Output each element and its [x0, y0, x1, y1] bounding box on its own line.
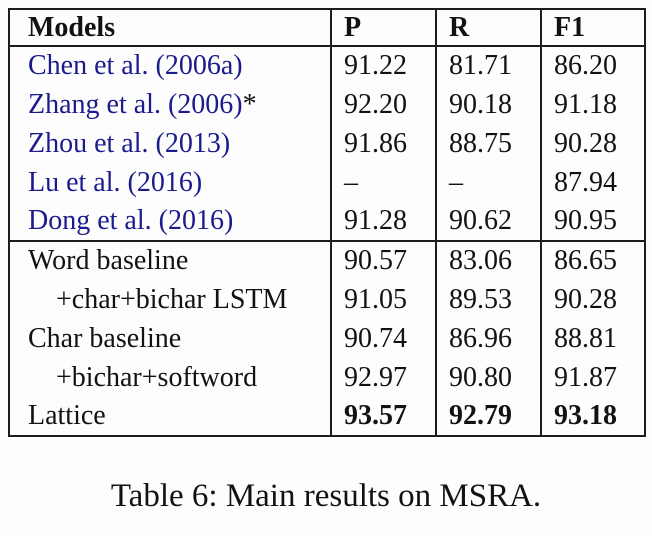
f1-value-cell: 88.81: [540, 319, 645, 358]
f1-value-cell: 87.94: [540, 163, 645, 202]
model-cell: +bichar+softword: [9, 358, 331, 397]
table-row: +char+bichar LSTM 91.05 89.53 90.28: [9, 280, 645, 319]
table-row: Lu et al. (2016) – –87.94: [9, 163, 645, 202]
r-value-cell: 90.18: [435, 85, 541, 124]
f1-value-cell: 86.65: [540, 240, 645, 280]
model-cell: +char+bichar LSTM: [9, 280, 331, 319]
p-value-cell: 91.05: [330, 280, 436, 319]
column-header-p: P: [330, 9, 436, 47]
citation-link[interactable]: Dong et al. (2016): [28, 205, 234, 236]
r-value-cell: 86.96: [435, 319, 541, 358]
p-value-cell: 93.57: [330, 397, 436, 436]
p-value-cell: 92.20: [330, 85, 436, 124]
p-value-cell: 92.97: [330, 358, 436, 397]
column-header-f1: F1: [540, 9, 645, 47]
p-value-cell: 91.28: [330, 202, 436, 241]
model-cell: Chen et al. (2006a): [9, 46, 331, 85]
citation-link[interactable]: Chen et al. (2006a): [28, 50, 243, 81]
model-label: +bichar+softword: [56, 361, 258, 393]
table-row: Chen et al. (2006a) 91.22 81.71 86.20: [9, 46, 645, 85]
f1-value-cell: 93.18: [540, 397, 645, 436]
model-label: Char baseline: [28, 322, 182, 354]
r-value-cell: –: [435, 163, 541, 202]
citation-link[interactable]: Zhang et al. (2006): [28, 88, 243, 120]
table-row: Word baseline 90.57 83.06 86.65: [9, 240, 645, 280]
f1-value-cell: 86.20: [540, 46, 645, 85]
table-caption: Table 6: Main results on MSRA.: [110, 478, 542, 514]
model-cell: Zhang et al. (2006)*: [9, 85, 331, 124]
table-row: Zhou et al. (2013) 91.86 88.75 90.28: [9, 124, 645, 163]
citation-link[interactable]: Zhou et al. (2013): [28, 127, 231, 159]
f1-value-cell: 91.87: [540, 358, 645, 397]
r-value-cell: 89.53: [435, 280, 541, 319]
p-value-cell: 91.86: [330, 124, 436, 163]
p-value-cell: 91.22: [330, 46, 436, 85]
p-value-cell: 90.74: [330, 319, 436, 358]
model-cell: Zhou et al. (2013): [9, 124, 331, 163]
model-label: Lattice: [28, 400, 106, 431]
model-cell: Char baseline: [9, 319, 331, 358]
model-cell: Lu et al. (2016): [9, 163, 331, 202]
model-label: Word baseline: [28, 245, 189, 276]
f1-value-cell: 91.18: [540, 85, 645, 124]
table-row: +bichar+softword 92.97 90.80 91.87: [9, 358, 645, 397]
r-value-cell: 90.80: [435, 358, 541, 397]
table-row: Dong et al. (2016) 91.28 90.62 90.95: [9, 202, 645, 241]
f1-value-cell: 90.28: [540, 124, 645, 163]
model-cell: Word baseline: [9, 240, 331, 280]
r-value-cell: 81.71: [435, 46, 541, 85]
table-row: Lattice 93.57 92.79 93.18: [9, 397, 645, 436]
table-row: Char baseline 90.74 86.96 88.81: [9, 319, 645, 358]
r-value-cell: 90.62: [435, 202, 541, 241]
r-value-cell: 92.79: [435, 397, 541, 436]
p-value-cell: –: [330, 163, 436, 202]
column-header-models: Models: [9, 9, 331, 47]
f1-value-cell: 90.95: [540, 202, 645, 241]
model-suffix: *: [242, 88, 257, 120]
results-table: Models P R F1 Chen et al. (2006a) 91.22 81.71…: [8, 8, 646, 437]
model-label: +char+bichar LSTM: [56, 283, 288, 315]
r-value-cell: 83.06: [435, 240, 541, 280]
table-header-row: Models P R F1: [9, 9, 645, 47]
table-row: Zhang et al. (2006)* 92.20 90.18 91.18: [9, 85, 645, 124]
r-value-cell: 88.75: [435, 124, 541, 163]
model-cell: Dong et al. (2016): [9, 202, 331, 241]
p-value-cell: 90.57: [330, 240, 436, 280]
model-cell: Lattice: [9, 397, 331, 436]
f1-value-cell: 90.28: [540, 280, 645, 319]
citation-link[interactable]: Lu et al. (2016): [28, 166, 203, 198]
column-header-r: R: [435, 9, 541, 47]
